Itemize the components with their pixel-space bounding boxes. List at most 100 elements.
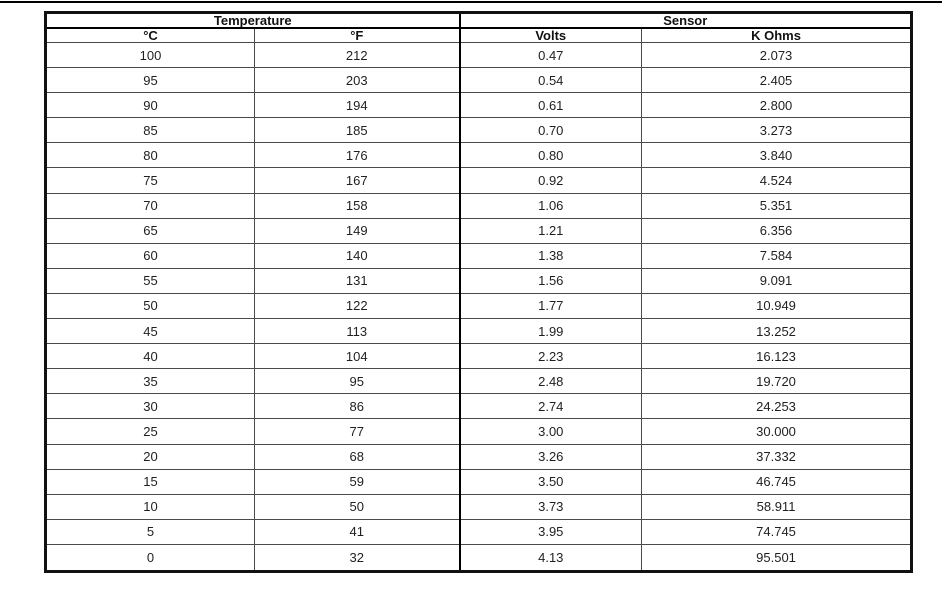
cell-kohms: 30.000 <box>641 418 913 445</box>
cell-volts: 3.95 <box>458 518 643 545</box>
column-header-row: °C °F Volts K Ohms <box>45 27 913 43</box>
cell-volts: 3.26 <box>458 443 643 470</box>
cell-kohms: 95.501 <box>641 543 913 573</box>
cell-celsius: 15 <box>45 468 255 495</box>
cell-volts: 1.21 <box>458 217 643 244</box>
table-row: 50 122 1.77 10.949 <box>45 292 913 320</box>
table-row: 55 131 1.56 9.091 <box>45 267 913 294</box>
cell-volts: 0.47 <box>458 41 643 69</box>
column-header-fahrenheit: °F <box>253 27 461 43</box>
cell-kohms: 2.073 <box>641 41 913 69</box>
cell-celsius: 0 <box>45 543 255 573</box>
column-header-celsius: °C <box>45 27 255 43</box>
table-row: 40 104 2.23 16.123 <box>45 343 913 370</box>
table-row: 80 176 0.80 3.840 <box>45 142 913 169</box>
cell-celsius: 55 <box>45 267 255 294</box>
cell-kohms: 2.405 <box>641 67 913 94</box>
cell-kohms: 19.720 <box>641 368 913 395</box>
table-row: 75 167 0.92 4.524 <box>45 167 913 194</box>
cell-volts: 2.74 <box>458 393 643 420</box>
cell-kohms: 10.949 <box>641 292 913 320</box>
column-header-kohms: K Ohms <box>641 27 913 43</box>
cell-kohms: 3.273 <box>641 117 913 144</box>
cell-kohms: 5.351 <box>641 192 913 219</box>
cell-volts: 2.23 <box>458 343 643 370</box>
cell-volts: 0.54 <box>458 67 643 94</box>
temperature-sensor-table: Temperature Sensor °C °F Volts K Ohms 10… <box>44 11 914 573</box>
cell-volts: 2.48 <box>458 368 643 395</box>
cell-celsius: 85 <box>45 117 255 144</box>
cell-celsius: 50 <box>45 292 255 320</box>
cell-kohms: 13.252 <box>641 318 913 345</box>
cell-fahrenheit: 212 <box>253 41 461 69</box>
cell-fahrenheit: 122 <box>253 292 461 320</box>
table-row: 15 59 3.50 46.745 <box>45 468 913 495</box>
cell-fahrenheit: 203 <box>253 67 461 94</box>
cell-volts: 1.38 <box>458 242 643 269</box>
cell-volts: 1.99 <box>458 318 643 345</box>
cell-fahrenheit: 140 <box>253 242 461 269</box>
cell-kohms: 58.911 <box>641 493 913 520</box>
cell-celsius: 70 <box>45 192 255 219</box>
cell-volts: 0.61 <box>458 92 643 119</box>
cell-celsius: 10 <box>45 493 255 520</box>
cell-volts: 1.56 <box>458 267 643 294</box>
cell-kohms: 9.091 <box>641 267 913 294</box>
cell-volts: 3.00 <box>458 418 643 445</box>
cell-volts: 0.92 <box>458 167 643 194</box>
cell-kohms: 46.745 <box>641 468 913 495</box>
cell-celsius: 45 <box>45 318 255 345</box>
cell-fahrenheit: 41 <box>253 518 461 545</box>
cell-fahrenheit: 149 <box>253 217 461 244</box>
cell-celsius: 25 <box>45 418 255 445</box>
cell-celsius: 65 <box>45 217 255 244</box>
cell-fahrenheit: 167 <box>253 167 461 194</box>
cell-fahrenheit: 59 <box>253 468 461 495</box>
cell-celsius: 30 <box>45 393 255 420</box>
cell-volts: 1.06 <box>458 192 643 219</box>
cell-volts: 0.80 <box>458 142 643 169</box>
cell-celsius: 75 <box>45 167 255 194</box>
group-header-row: Temperature Sensor <box>44 12 913 29</box>
table-row: 85 185 0.70 3.273 <box>45 117 913 144</box>
cell-volts: 1.77 <box>458 292 643 320</box>
table-row: 45 113 1.99 13.252 <box>45 318 913 345</box>
cell-kohms: 74.745 <box>641 518 913 545</box>
table-row: 20 68 3.26 37.332 <box>45 443 913 470</box>
cell-fahrenheit: 194 <box>253 92 461 119</box>
table-row: 90 194 0.61 2.800 <box>45 92 913 119</box>
cell-kohms: 16.123 <box>641 343 913 370</box>
cell-fahrenheit: 86 <box>253 393 461 420</box>
cell-kohms: 24.253 <box>641 393 913 420</box>
cell-fahrenheit: 77 <box>253 418 461 445</box>
cell-fahrenheit: 32 <box>253 543 461 573</box>
cell-fahrenheit: 113 <box>253 318 461 345</box>
cell-celsius: 35 <box>45 368 255 395</box>
cell-celsius: 60 <box>45 242 255 269</box>
cell-fahrenheit: 104 <box>253 343 461 370</box>
table-row: 0 32 4.13 95.501 <box>45 543 913 573</box>
cell-kohms: 3.840 <box>641 142 913 169</box>
cell-celsius: 80 <box>45 142 255 169</box>
cell-kohms: 2.800 <box>641 92 913 119</box>
cell-celsius: 20 <box>45 443 255 470</box>
cell-kohms: 37.332 <box>641 443 913 470</box>
table-row: 65 149 1.21 6.356 <box>45 217 913 244</box>
cell-celsius: 90 <box>45 92 255 119</box>
top-horizontal-rule <box>0 1 942 3</box>
cell-celsius: 95 <box>45 67 255 94</box>
table-row: 70 158 1.06 5.351 <box>45 192 913 219</box>
column-group-sensor: Sensor <box>458 12 913 29</box>
cell-volts: 4.13 <box>458 543 643 573</box>
cell-celsius: 40 <box>45 343 255 370</box>
column-group-temperature: Temperature <box>44 12 461 29</box>
cell-volts: 3.73 <box>458 493 643 520</box>
cell-fahrenheit: 176 <box>253 142 461 169</box>
table-row: 10 50 3.73 58.911 <box>45 493 913 520</box>
table-row: 25 77 3.00 30.000 <box>45 418 913 445</box>
cell-fahrenheit: 185 <box>253 117 461 144</box>
cell-fahrenheit: 68 <box>253 443 461 470</box>
column-header-volts: Volts <box>458 27 643 43</box>
table-row: 5 41 3.95 74.745 <box>45 518 913 545</box>
cell-celsius: 5 <box>45 518 255 545</box>
